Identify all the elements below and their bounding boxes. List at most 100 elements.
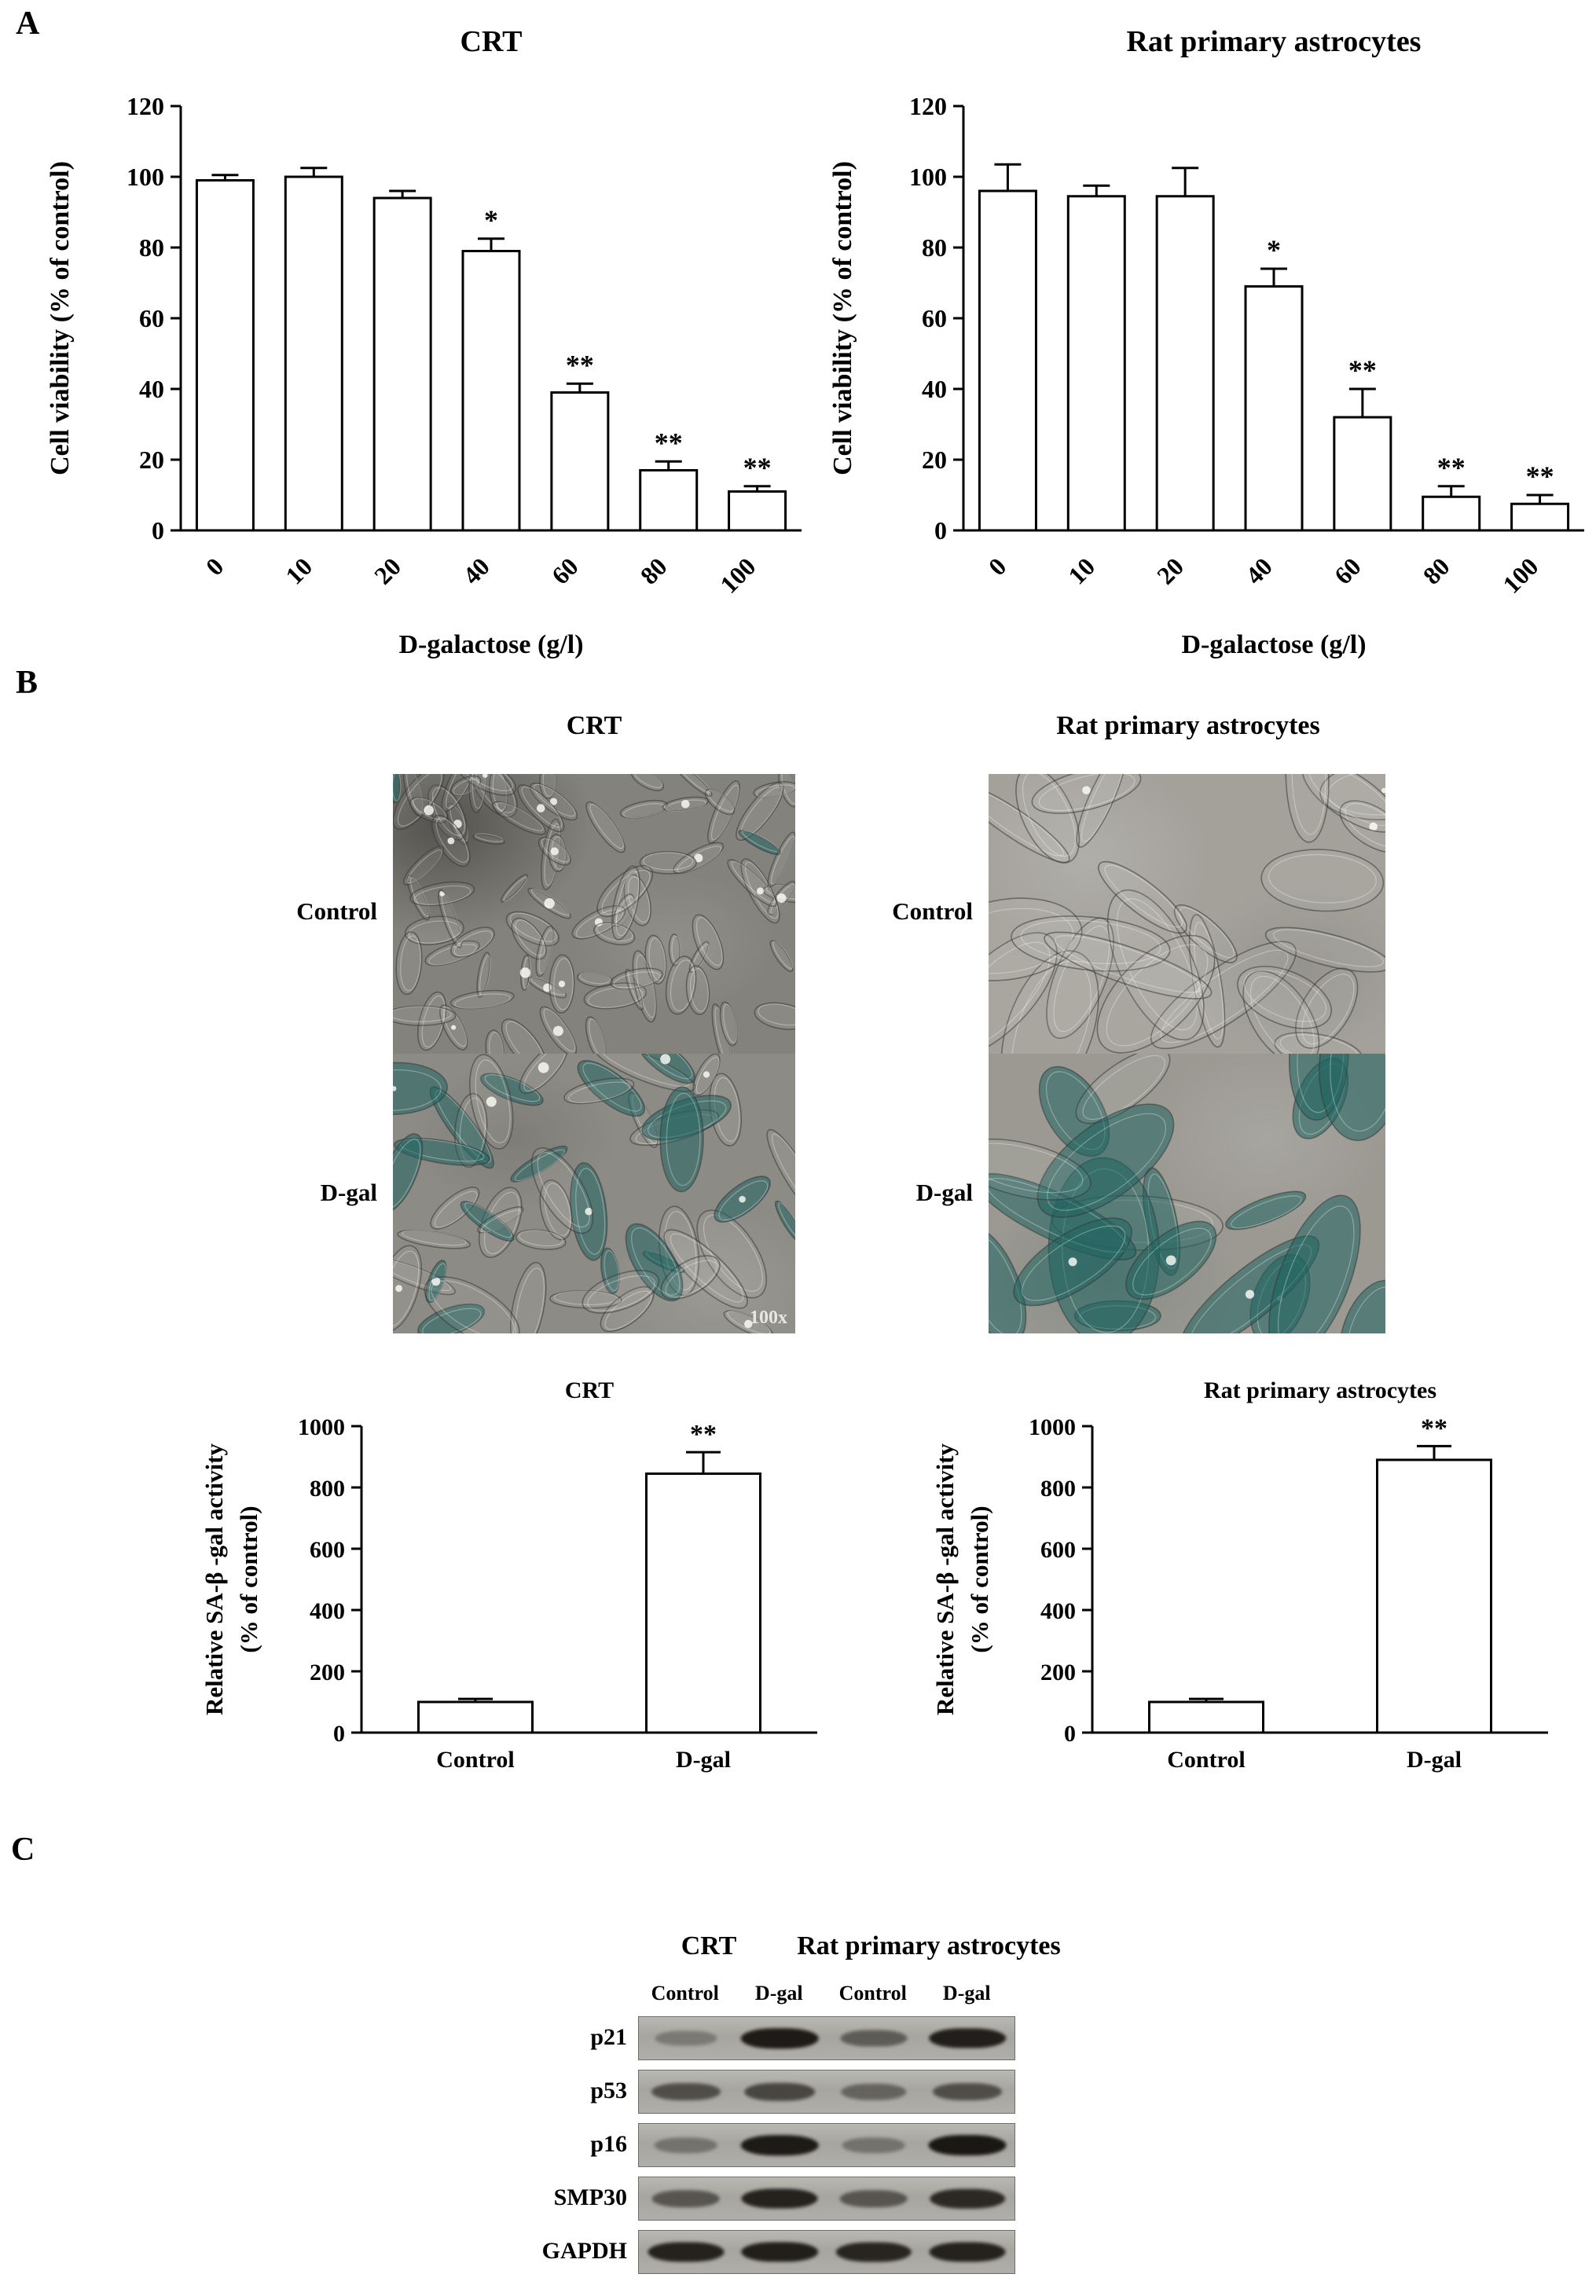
cell-texture [989, 1054, 1385, 1333]
x-tick-label: 60 [546, 552, 584, 589]
bar [1510, 502, 1570, 532]
micrograph-crt-control [393, 774, 795, 1054]
blot-strip [638, 2230, 1015, 2274]
blot-strip [638, 2070, 1015, 2114]
significance-marker: ** [690, 1420, 717, 1449]
y-tick-label: 20 [139, 446, 164, 474]
chart-title: Rat primary astrocytes [1204, 1377, 1436, 1403]
y-axis-label: Relative SA-β -gal activity [200, 1443, 228, 1715]
blot-band [929, 2028, 1007, 2048]
bar [1155, 195, 1215, 532]
y-tick-label: 800 [310, 1476, 345, 1502]
blot-band [741, 2242, 819, 2262]
x-tick-label: 10 [280, 552, 317, 589]
y-tick-label: 1000 [1029, 1414, 1076, 1440]
x-tick-label: Control [1167, 1747, 1245, 1773]
blot-band [651, 2190, 720, 2207]
x-tick-label: 40 [1240, 552, 1278, 589]
blot-band [933, 2083, 1003, 2100]
panel-b-header-astrocytes: Rat primary astrocytes [1056, 711, 1320, 740]
blot-band [930, 2188, 1005, 2209]
bar [1244, 285, 1304, 532]
bar-chart: 0 200 400 600 800 1000 Control ** D-gal Rat prima… [931, 1377, 1548, 1773]
y-tick-label: 60 [922, 304, 947, 332]
bar [1066, 195, 1126, 532]
blot-lane-header: D-gal [942, 1982, 991, 2004]
significance-marker: * [484, 204, 498, 236]
significance-marker: * [1267, 234, 1281, 266]
protein-label: p16 [590, 2131, 627, 2157]
protein-label: GAPDH [541, 2238, 627, 2264]
blot-lane-header: D-gal [754, 1982, 803, 2004]
x-tick-label: 80 [1418, 552, 1455, 589]
significance-marker: ** [566, 349, 594, 380]
chart-crt-viability: 0 20 40 60 80 100 120 0 10 20 * 40 ** 60 ** 80 ** 100 CRT D… [28, 12, 813, 668]
y-axis-label: Cell viability (% of control) [46, 161, 75, 475]
micrograph-rat-control [989, 774, 1385, 1054]
x-tick-label: D-gal [1407, 1747, 1462, 1773]
bar-chart: 0 200 400 600 800 1000 Control ** D-gal CRT Relati… [200, 1377, 817, 1773]
y-tick-label: 80 [922, 233, 947, 262]
x-tick-label: Control [436, 1747, 514, 1773]
y-tick-label: 40 [139, 375, 164, 403]
chart-astrocyte-sabgal-activity: 0 200 400 600 800 1000 Control ** D-gal Rat prima… [908, 1371, 1568, 1815]
y-tick-label: 100 [127, 163, 164, 191]
x-tick-label: 20 [1151, 552, 1189, 589]
blot-strip [638, 2177, 1015, 2221]
blot-band [648, 2242, 725, 2262]
bar [550, 391, 610, 532]
micrograph-row-label-crt-control: Control [296, 897, 377, 925]
significance-marker: ** [655, 427, 683, 458]
chart-title: CRT [565, 1377, 614, 1403]
blot-strip [638, 2123, 1015, 2167]
y-tick-label: 800 [1040, 1476, 1076, 1502]
bar [1333, 416, 1392, 532]
bar [1422, 495, 1481, 532]
significance-marker: ** [1526, 460, 1554, 492]
protein-label: p53 [590, 2078, 627, 2103]
y-axis-label: (% of control) [235, 1506, 262, 1652]
x-tick-label: D-gal [676, 1747, 731, 1773]
protein-label: SMP30 [553, 2184, 627, 2210]
micrograph-rat-dgal [989, 1054, 1385, 1333]
y-tick-label: 0 [1064, 1721, 1076, 1747]
blot-lane-header: Control [651, 1982, 719, 2004]
y-tick-label: 600 [310, 1537, 345, 1563]
blot-band [744, 2082, 815, 2101]
bar [195, 179, 255, 532]
y-axis-label: Relative SA-β -gal activity [931, 1443, 959, 1715]
y-tick-label: 100 [909, 163, 947, 191]
blot-band [741, 2188, 818, 2209]
blot-band [654, 2137, 717, 2153]
y-tick-label: 20 [922, 446, 947, 474]
y-tick-label: 200 [1040, 1660, 1076, 1685]
blot-lane-header: Control [838, 1982, 907, 2004]
blot-band [741, 2135, 819, 2155]
panel-c-label: C [11, 1832, 35, 1868]
x-axis-label: D-galactose (g/l) [1181, 630, 1366, 659]
bar [372, 196, 432, 532]
y-tick-label: 1000 [298, 1414, 345, 1440]
micrograph-row-label-rat-control: Control [892, 897, 973, 925]
bar-chart: 0 20 40 60 80 100 120 0 10 20 * 40 ** 60 ** 80 ** 100 CRT D… [46, 25, 802, 659]
bar [639, 469, 699, 532]
chart-astrocyte-viability: 0 20 40 60 80 100 120 0 10 20 * 40 ** 60 ** 80 ** 100 Rat … [810, 12, 1596, 668]
blot-band [929, 2242, 1006, 2262]
y-tick-label: 40 [922, 375, 947, 403]
cell-texture [393, 1054, 795, 1333]
significance-marker: ** [743, 452, 772, 483]
protein-label: p21 [590, 2024, 627, 2050]
blot-band [651, 2083, 721, 2100]
micrograph-row-label-crt-dgal: D-gal [320, 1179, 377, 1206]
bar [284, 175, 343, 532]
blot-band [840, 2030, 908, 2047]
bar [1148, 1700, 1264, 1734]
y-tick-label: 200 [310, 1660, 345, 1685]
blot-band [741, 2028, 819, 2048]
blot-band [841, 2083, 907, 2100]
y-tick-label: 120 [127, 92, 164, 120]
blot-group-header-crt: CRT [681, 1931, 737, 1960]
y-tick-label: 60 [139, 304, 164, 332]
chart-title: CRT [460, 25, 523, 58]
